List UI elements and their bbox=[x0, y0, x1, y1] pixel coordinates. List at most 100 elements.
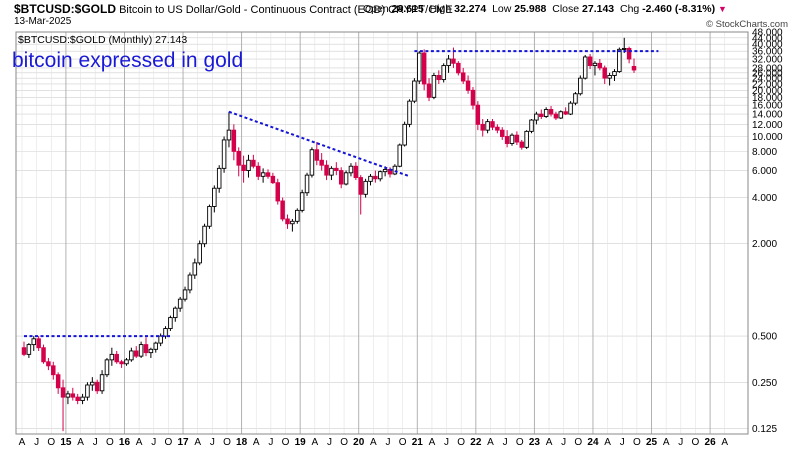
candle bbox=[231, 124, 237, 161]
candle-body-down bbox=[70, 393, 76, 398]
candle bbox=[397, 143, 403, 168]
candle-body-down bbox=[421, 52, 427, 85]
x-tick-label: 22 bbox=[470, 437, 482, 448]
candle bbox=[99, 370, 105, 394]
candle-body-up bbox=[534, 113, 539, 121]
candle bbox=[597, 59, 603, 71]
candle bbox=[460, 67, 466, 84]
y-tick-label: 0.250 bbox=[752, 378, 777, 389]
candle bbox=[212, 185, 217, 213]
candle bbox=[275, 178, 281, 205]
candles bbox=[21, 37, 637, 432]
candle bbox=[148, 347, 154, 358]
candle-body-up bbox=[148, 348, 154, 354]
x-tick-label: A bbox=[429, 437, 436, 448]
brand-label: © StockCharts.com bbox=[706, 19, 788, 30]
x-tick-label: J bbox=[93, 437, 98, 448]
candle-body-down bbox=[563, 111, 568, 115]
candle-body-up bbox=[290, 220, 295, 225]
candle-body-down bbox=[539, 113, 544, 117]
x-tick-label: J bbox=[444, 437, 449, 448]
x-tick-label: A bbox=[487, 437, 494, 448]
candle bbox=[109, 347, 115, 366]
candle bbox=[514, 131, 520, 146]
candle-body-up bbox=[402, 123, 407, 146]
candle-body-down bbox=[499, 129, 505, 137]
annotation-text: bitcoin expressed in gold bbox=[12, 49, 243, 72]
candle-body-up bbox=[304, 174, 310, 194]
candle-body-up bbox=[192, 262, 198, 276]
candle-body-down bbox=[285, 218, 290, 225]
candle bbox=[255, 162, 261, 181]
x-tick-label: O bbox=[692, 437, 700, 448]
candle bbox=[309, 147, 315, 178]
candle bbox=[114, 350, 119, 364]
candle-body-up bbox=[368, 175, 373, 182]
candle bbox=[353, 162, 359, 181]
candle-body-up bbox=[543, 109, 549, 117]
candle bbox=[236, 147, 241, 177]
candle bbox=[75, 393, 80, 405]
candle bbox=[216, 165, 222, 193]
candle-body-up bbox=[592, 62, 598, 67]
x-tick-label: A bbox=[19, 437, 26, 448]
trendline-descending-2018-2020 bbox=[228, 110, 410, 178]
y-tick-label: 16.000 bbox=[752, 101, 783, 112]
candle bbox=[290, 218, 295, 232]
candle bbox=[65, 390, 71, 405]
candle-body-up bbox=[441, 65, 446, 81]
candle-body-down bbox=[60, 387, 66, 398]
candle bbox=[285, 214, 290, 229]
candle-body-down bbox=[36, 338, 41, 349]
candle bbox=[299, 189, 305, 213]
candle-body-up bbox=[182, 289, 188, 300]
candle bbox=[587, 54, 593, 70]
candle bbox=[539, 109, 544, 120]
y-tick-label: 6.000 bbox=[752, 166, 777, 177]
candle bbox=[446, 54, 451, 73]
candle-body-up bbox=[607, 75, 612, 79]
candle bbox=[338, 167, 344, 189]
candle-body-up bbox=[173, 307, 178, 319]
y-tick-label: 28.000 bbox=[752, 63, 783, 74]
candle-body-down bbox=[373, 175, 378, 180]
x-tick-label: A bbox=[136, 437, 143, 448]
x-tick-label: 26 bbox=[705, 437, 717, 448]
chg-label: Chg bbox=[619, 3, 640, 15]
candle-body-down bbox=[587, 56, 593, 67]
candle-body-down bbox=[480, 123, 485, 131]
candle-body-up bbox=[431, 75, 437, 98]
y-tick-label: 26.000 bbox=[752, 68, 783, 79]
candle bbox=[626, 46, 632, 64]
candle-body-down bbox=[21, 347, 27, 355]
candle bbox=[168, 315, 173, 331]
close-value: 27.143 bbox=[582, 3, 615, 15]
candle-body-up bbox=[382, 168, 388, 173]
x-tick-label: J bbox=[34, 437, 39, 448]
candle bbox=[426, 78, 432, 102]
candle-body-up bbox=[392, 165, 398, 175]
y-tick-label: 2.000 bbox=[752, 239, 777, 250]
y-tick-label: 22.000 bbox=[752, 79, 783, 90]
x-tick-label: 20 bbox=[353, 437, 365, 448]
candle-body-down bbox=[465, 80, 471, 91]
candle bbox=[260, 168, 266, 183]
candle bbox=[592, 61, 598, 76]
candle-body-up bbox=[446, 58, 451, 67]
candle-body-down bbox=[338, 170, 344, 185]
candle bbox=[173, 306, 178, 322]
candle-body-up bbox=[197, 243, 202, 264]
candle bbox=[363, 178, 368, 198]
candle bbox=[456, 61, 461, 76]
candle bbox=[509, 133, 515, 146]
x-tick-label: 16 bbox=[119, 437, 131, 448]
candle bbox=[573, 92, 578, 106]
candle bbox=[358, 175, 363, 215]
candle bbox=[90, 377, 95, 391]
candle-body-up bbox=[187, 274, 193, 291]
candle bbox=[334, 162, 339, 176]
candle bbox=[348, 163, 354, 177]
candle-body-down bbox=[460, 72, 466, 82]
x-tick-label: A bbox=[253, 437, 260, 448]
